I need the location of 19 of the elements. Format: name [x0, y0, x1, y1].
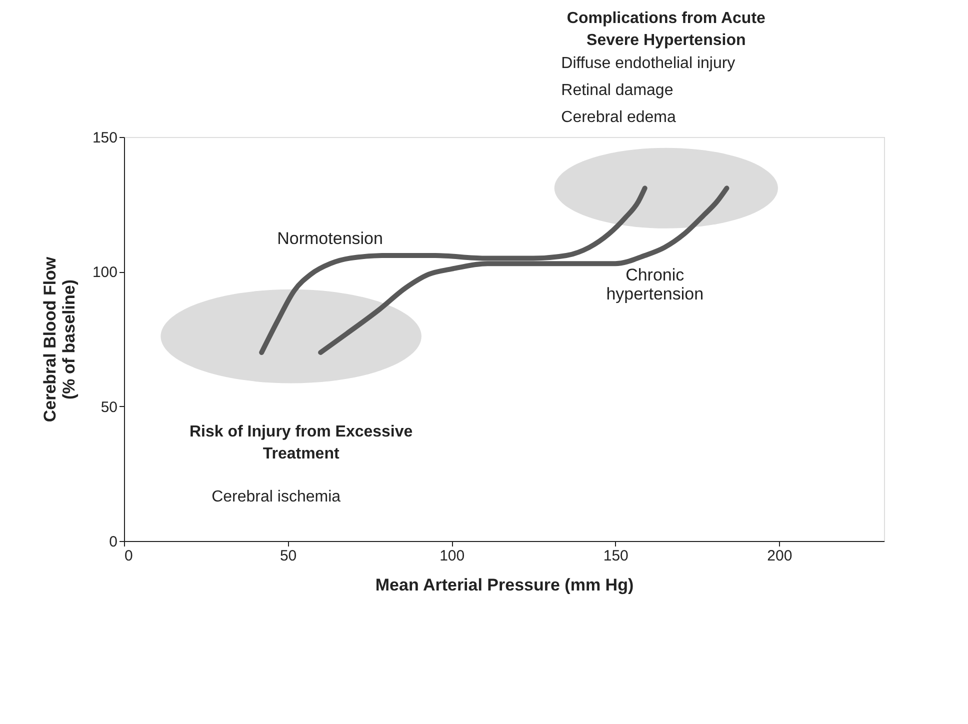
x-tick-label: 0 [124, 548, 133, 564]
x-tick-label: 150 [603, 548, 628, 564]
y-axis-title: Cerebral Blood Flow (% of baseline) [40, 256, 78, 422]
text: Retinal damage [561, 82, 674, 100]
y-tick-label: 150 [92, 130, 118, 146]
x-axis-title: Mean Arterial Pressure (mm Hg) [375, 576, 634, 594]
series-label: Chronic hypertension [606, 266, 704, 304]
x-tick-label: 50 [280, 548, 297, 564]
x-tick-label: 200 [767, 548, 792, 564]
text: Diffuse endothelial injury [561, 55, 736, 72]
annotation: Risk of Injury from Excessive Treatment [189, 423, 413, 462]
text: Complications from Acute Severe Hypertension [566, 10, 766, 50]
series-label: Normotension [277, 229, 383, 248]
annotation: Cerebral ischemia [212, 488, 341, 506]
x-tick-label: 100 [440, 548, 465, 564]
y-tick-label: 50 [100, 398, 118, 416]
text: Cerebral edema [561, 109, 676, 126]
y-tick-label: 100 [92, 264, 118, 282]
y-tick-label: 0 [109, 534, 118, 550]
